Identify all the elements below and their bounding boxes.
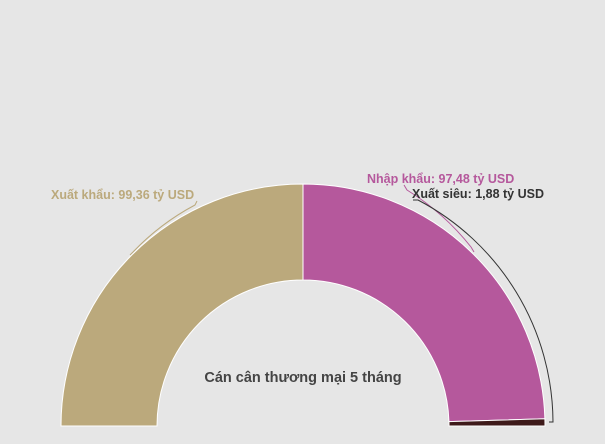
leader-line-1 — [129, 200, 198, 256]
slice-2[interactable] — [302, 183, 546, 423]
slice-3[interactable] — [448, 418, 546, 427]
slice-label-3: Xuất siêu: 1,88 tỷ USD — [412, 187, 544, 201]
slice-1[interactable] — [60, 183, 304, 427]
leader-line-3 — [413, 199, 554, 423]
chart-title: Cán cân thương mại 5 tháng — [204, 370, 401, 386]
slice-label-1: Xuất khẩu: 99,36 tỷ USD — [51, 188, 194, 202]
leader-line-2 — [403, 184, 475, 253]
slice-label-2: Nhập khẩu: 97,48 tỷ USD — [367, 172, 514, 186]
